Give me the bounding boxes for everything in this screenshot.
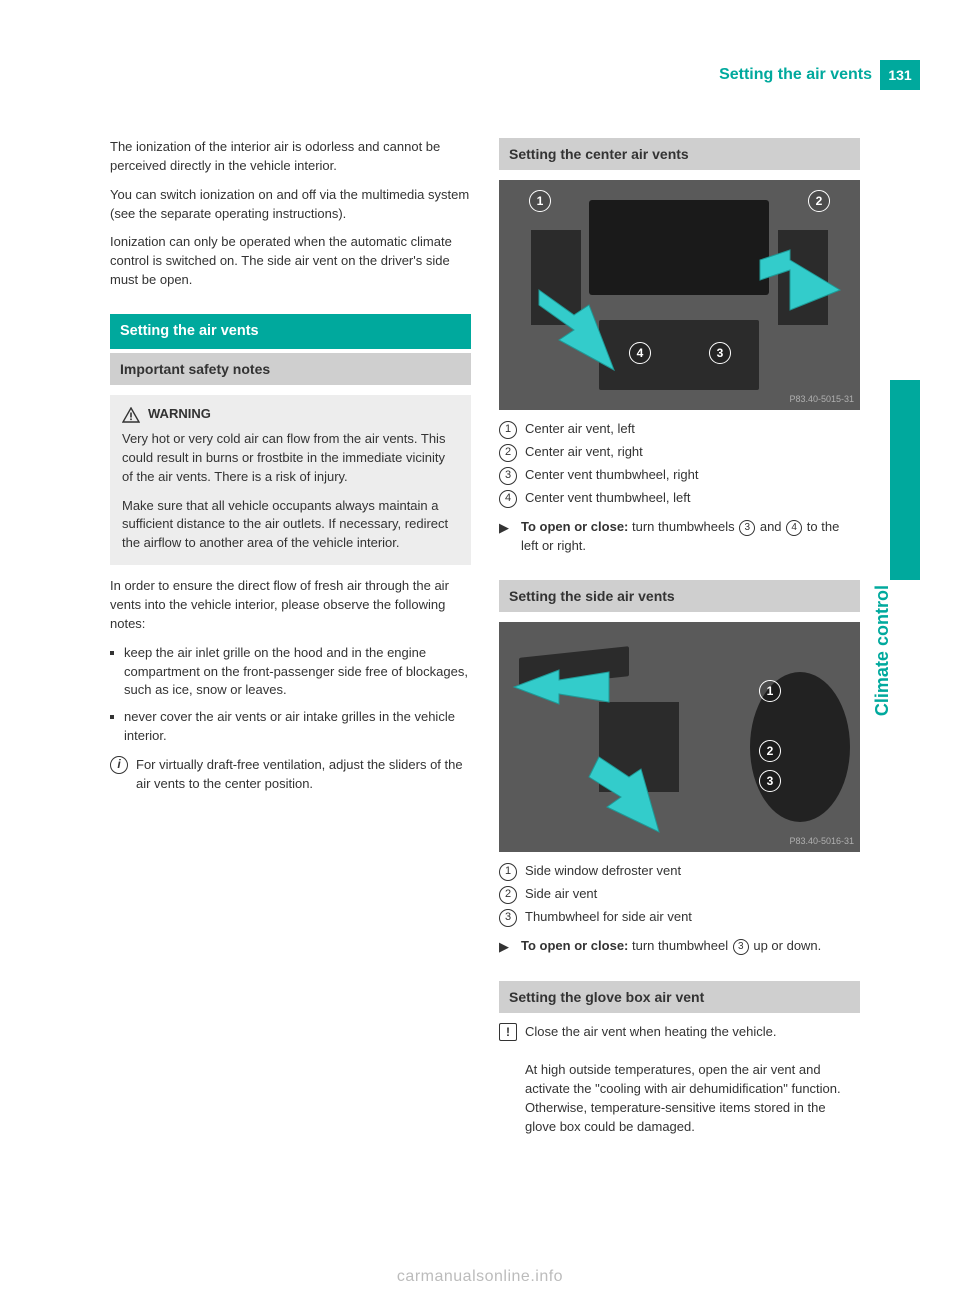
marker-label: Side air vent xyxy=(525,885,597,904)
marker-label: Center air vent, right xyxy=(525,443,643,462)
notice-icon: ! xyxy=(499,1023,517,1041)
marker-label: Side window defroster vent xyxy=(525,862,681,881)
info-icon: i xyxy=(110,756,128,774)
intro-paragraph: The ionization of the interior air is od… xyxy=(110,138,471,176)
marker-icon: 3 xyxy=(499,467,517,485)
marker-label: Thumbwheel for side air vent xyxy=(525,908,692,927)
section-primary-heading: Setting the air vents xyxy=(110,314,471,349)
warning-paragraph: Very hot or very cold air can flow from … xyxy=(122,430,459,487)
action-text: To open or close: turn thumbwheel 3 up o… xyxy=(521,937,821,957)
warning-paragraph: Make sure that all vehicle occupants alw… xyxy=(122,497,459,554)
intro-paragraph: You can switch ionization on and off via… xyxy=(110,186,471,224)
side-tab xyxy=(890,380,920,580)
warning-triangle-icon xyxy=(122,407,140,423)
figure-caption: P83.40-5016-31 xyxy=(789,835,854,848)
bullet-item: never cover the air vents or air intake … xyxy=(110,708,471,746)
figure-callout: 1 xyxy=(529,190,551,212)
marker-icon: 1 xyxy=(499,863,517,881)
section-secondary-heading: Important safety notes xyxy=(110,353,471,385)
right-column: Setting the center air vents 1 2 3 4 P83… xyxy=(499,138,860,1146)
action-text: To open or close: turn thumbwheels 3 and… xyxy=(521,518,860,556)
side-vents-figure: 1 2 3 P83.40-5016-31 xyxy=(499,622,860,852)
section-secondary-heading: Setting the center air vents xyxy=(499,138,860,170)
warning-box: WARNING Very hot or very cold air can fl… xyxy=(110,395,471,565)
marker-label: Center vent thumbwheel, left xyxy=(525,489,690,508)
marker-label: Center vent thumbwheel, right xyxy=(525,466,698,485)
section-secondary-heading: Setting the side air vents xyxy=(499,580,860,612)
marker-icon: 2 xyxy=(499,444,517,462)
arrow-icon xyxy=(579,752,669,842)
figure-callout: 2 xyxy=(808,190,830,212)
warning-title: WARNING xyxy=(148,405,211,424)
marker-label: Center air vent, left xyxy=(525,420,635,439)
section-secondary-heading: Setting the glove box air vent xyxy=(499,981,860,1013)
notice-text: Close the air vent when heating the vehi… xyxy=(525,1023,860,1136)
marker-icon: 4 xyxy=(499,490,517,508)
intro-paragraph: Ionization can only be operated when the… xyxy=(110,233,471,290)
page-number: 131 xyxy=(880,60,920,90)
marker-icon: 3 xyxy=(499,909,517,927)
left-column: The ionization of the interior air is od… xyxy=(110,138,471,1146)
page-header-title: Setting the air vents xyxy=(719,60,880,90)
action-caret-icon: ▶ xyxy=(499,938,513,957)
watermark-footer: carmanualsonline.info xyxy=(0,1265,960,1288)
marker-icon: 1 xyxy=(499,421,517,439)
figure-caption: P83.40-5015-31 xyxy=(789,393,854,406)
arrow-icon xyxy=(509,662,619,712)
action-caret-icon: ▶ xyxy=(499,519,513,556)
marker-icon: 2 xyxy=(499,886,517,904)
info-text: For virtually draft-free ventilation, ad… xyxy=(136,756,471,794)
notes-intro: In order to ensure the direct flow of fr… xyxy=(110,577,471,634)
side-section-label: Climate control xyxy=(869,585,895,716)
center-vents-figure: 1 2 3 4 P83.40-5015-31 xyxy=(499,180,860,410)
bullet-item: keep the air inlet grille on the hood an… xyxy=(110,644,471,701)
arrow-icon xyxy=(519,280,619,380)
arrow-icon xyxy=(750,240,850,320)
